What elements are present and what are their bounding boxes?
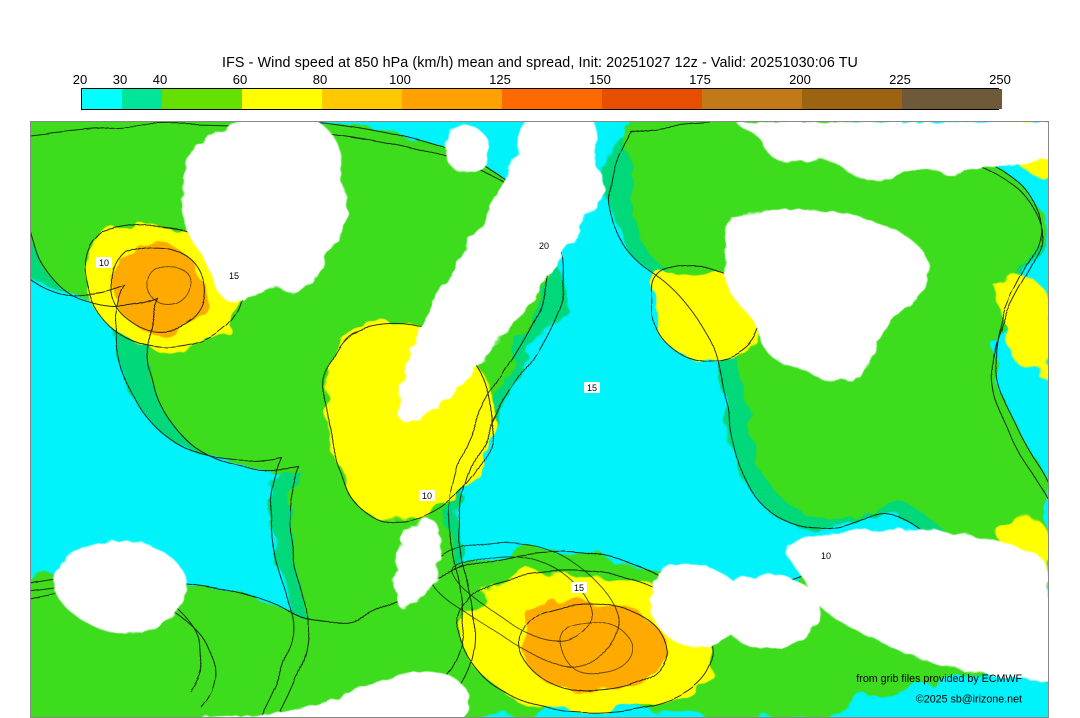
svg-text:©2025 sb@irizone.net: ©2025 sb@irizone.net <box>916 694 1022 706</box>
svg-text:20: 20 <box>539 241 549 251</box>
svg-text:10: 10 <box>99 258 109 268</box>
svg-text:15: 15 <box>574 583 584 593</box>
svg-text:15: 15 <box>587 383 597 393</box>
svg-text:10: 10 <box>821 551 831 561</box>
svg-text:from grib files provided by EC: from grib files provided by ECMWF <box>856 673 1022 685</box>
svg-text:15: 15 <box>229 271 239 281</box>
svg-text:10: 10 <box>422 491 432 501</box>
